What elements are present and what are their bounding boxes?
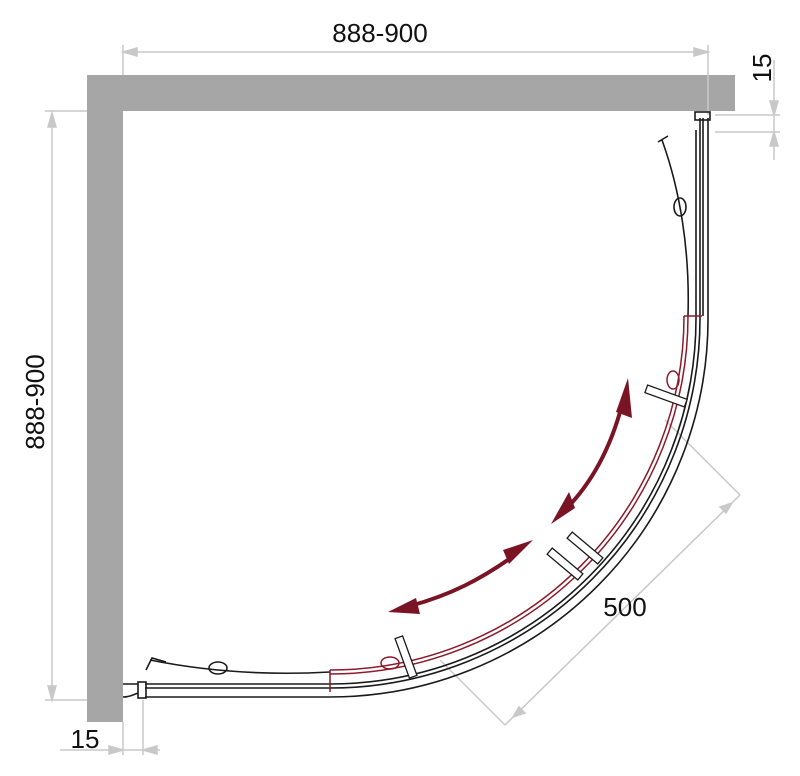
dimension-lines [45,45,780,755]
top-wall [87,75,735,111]
top-width-label: 888-900 [332,18,427,48]
bottom-offset-label: 15 [71,724,100,754]
door-width-label: 500 [603,592,646,622]
left-height-label: 888-900 [20,354,50,449]
sliding-arrows [409,404,624,608]
left-wall [87,75,123,722]
right-offset-label: 15 [747,54,777,83]
enclosure-frame [122,111,711,699]
door-handles [394,384,688,679]
arrow-heads [388,378,632,614]
